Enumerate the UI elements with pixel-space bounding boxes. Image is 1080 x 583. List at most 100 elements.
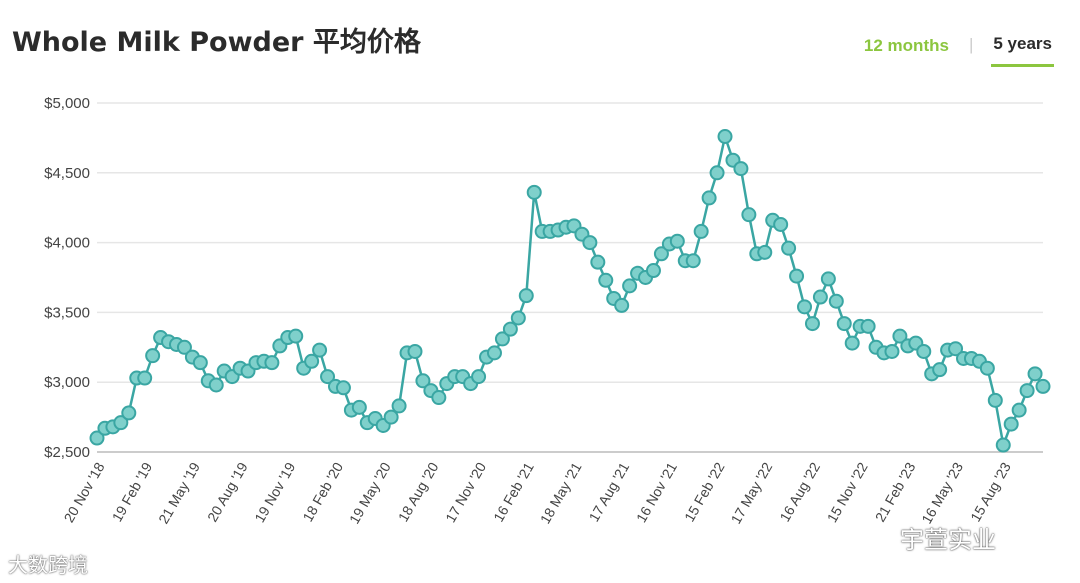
data-point[interactable] <box>685 253 701 269</box>
tab-separator: | <box>968 34 974 54</box>
data-point[interactable] <box>351 399 367 415</box>
tab-5-years[interactable]: 5 years <box>991 32 1054 67</box>
data-point[interactable] <box>526 184 542 200</box>
x-tick-label: 17 Nov '20 <box>442 459 489 525</box>
x-axis: 20 Nov '18 19 Feb '19 21 May '19 20 Aug '19… <box>60 459 1013 526</box>
x-tick-label: 15 Aug '23 <box>967 459 1014 524</box>
data-point[interactable] <box>979 360 995 376</box>
range-tabs: 12 months | 5 years <box>862 32 1054 67</box>
data-point[interactable] <box>288 328 304 344</box>
y-tick-label: $4,500 <box>44 165 90 182</box>
data-point[interactable] <box>916 343 932 359</box>
data-point[interactable] <box>884 343 900 359</box>
data-point[interactable] <box>518 288 534 304</box>
data-point[interactable] <box>789 268 805 284</box>
x-tick-label: 19 May '20 <box>346 459 394 526</box>
data-point[interactable] <box>486 345 502 361</box>
data-point[interactable] <box>431 390 447 406</box>
data-point[interactable] <box>1027 366 1043 382</box>
watermark-left: 大数跨境 <box>8 553 88 577</box>
grid-lines <box>97 102 1043 453</box>
x-tick-label: 15 Feb '22 <box>681 459 728 524</box>
x-tick-label: 21 May '19 <box>155 459 203 526</box>
data-point[interactable] <box>622 278 638 294</box>
data-point[interactable] <box>510 310 526 326</box>
x-tick-label: 18 May '21 <box>537 459 585 526</box>
data-point[interactable] <box>391 398 407 414</box>
data-point[interactable] <box>781 240 797 256</box>
tab-12-months[interactable]: 12 months <box>863 35 949 55</box>
data-point[interactable] <box>471 369 487 385</box>
data-point[interactable] <box>1019 383 1035 399</box>
data-point[interactable] <box>733 161 749 177</box>
x-tick-label: 17 May '22 <box>727 459 775 526</box>
data-point[interactable] <box>757 244 773 260</box>
data-point[interactable] <box>812 289 828 305</box>
x-tick-label: 16 Feb '21 <box>490 459 537 524</box>
y-tick-label: $3,500 <box>44 304 90 321</box>
data-point[interactable] <box>137 370 153 386</box>
y-tick-label: $4,000 <box>44 235 90 252</box>
data-point[interactable] <box>383 409 399 425</box>
data-point[interactable] <box>415 373 431 389</box>
data-point[interactable] <box>797 299 813 315</box>
data-point[interactable] <box>1035 378 1051 394</box>
data-point[interactable] <box>312 342 328 358</box>
data-point[interactable] <box>860 318 876 334</box>
data-point[interactable] <box>121 405 137 421</box>
data-point[interactable] <box>89 430 105 446</box>
data-point[interactable] <box>693 223 709 239</box>
data-point[interactable] <box>145 348 161 364</box>
x-tick-label: 19 Nov '19 <box>251 459 298 525</box>
data-point[interactable] <box>1003 416 1019 432</box>
data-point[interactable] <box>804 316 820 332</box>
x-tick-label: 20 Nov '18 <box>60 459 107 525</box>
data-point[interactable] <box>932 362 948 378</box>
x-tick-label: 18 Feb '20 <box>299 459 346 524</box>
data-point[interactable] <box>176 339 192 355</box>
data-point[interactable] <box>948 341 964 357</box>
data-point[interactable] <box>701 190 717 206</box>
data-point[interactable] <box>407 343 423 359</box>
data-point[interactable] <box>820 271 836 287</box>
data-point[interactable] <box>645 263 661 279</box>
data-point[interactable] <box>113 415 129 431</box>
data-point[interactable] <box>836 316 852 332</box>
data-point[interactable] <box>844 335 860 351</box>
data-point[interactable] <box>494 331 510 347</box>
data-point[interactable] <box>590 254 606 270</box>
data-point[interactable] <box>669 233 685 249</box>
data-point[interactable] <box>892 328 908 344</box>
data-point[interactable] <box>1011 402 1027 418</box>
data-points <box>89 129 1051 453</box>
y-tick-label: $5,000 <box>44 95 90 112</box>
data-point[interactable] <box>264 355 280 371</box>
data-point[interactable] <box>598 272 614 288</box>
data-point[interactable] <box>828 293 844 309</box>
x-tick-label: 21 Feb '23 <box>872 459 919 524</box>
data-point[interactable] <box>582 235 598 251</box>
series-line <box>96 135 1045 447</box>
data-point[interactable] <box>320 369 336 385</box>
data-point[interactable] <box>502 321 518 337</box>
data-point[interactable] <box>614 297 630 313</box>
data-point[interactable] <box>653 246 669 262</box>
y-tick-label: $3,000 <box>44 374 90 391</box>
data-point[interactable] <box>773 216 789 232</box>
data-point[interactable] <box>741 207 757 223</box>
data-point[interactable] <box>192 355 208 371</box>
data-point[interactable] <box>717 129 733 145</box>
data-point[interactable] <box>995 437 1011 453</box>
data-point[interactable] <box>208 377 224 393</box>
x-tick-label: 19 Feb '19 <box>109 459 156 524</box>
x-tick-label: 17 Aug '21 <box>586 459 633 524</box>
y-axis: $2,500 $3,000 $3,500 $4,000 $4,500 $5,000 <box>44 95 90 461</box>
data-point[interactable] <box>987 392 1003 408</box>
x-tick-label: 20 Aug '19 <box>204 459 251 524</box>
data-point[interactable] <box>335 380 351 396</box>
data-point[interactable] <box>709 165 725 181</box>
chart-title: Whole Milk Powder 平均价格 <box>12 27 421 58</box>
x-tick-label: 16 Nov '21 <box>633 459 680 525</box>
data-point[interactable] <box>304 353 320 369</box>
